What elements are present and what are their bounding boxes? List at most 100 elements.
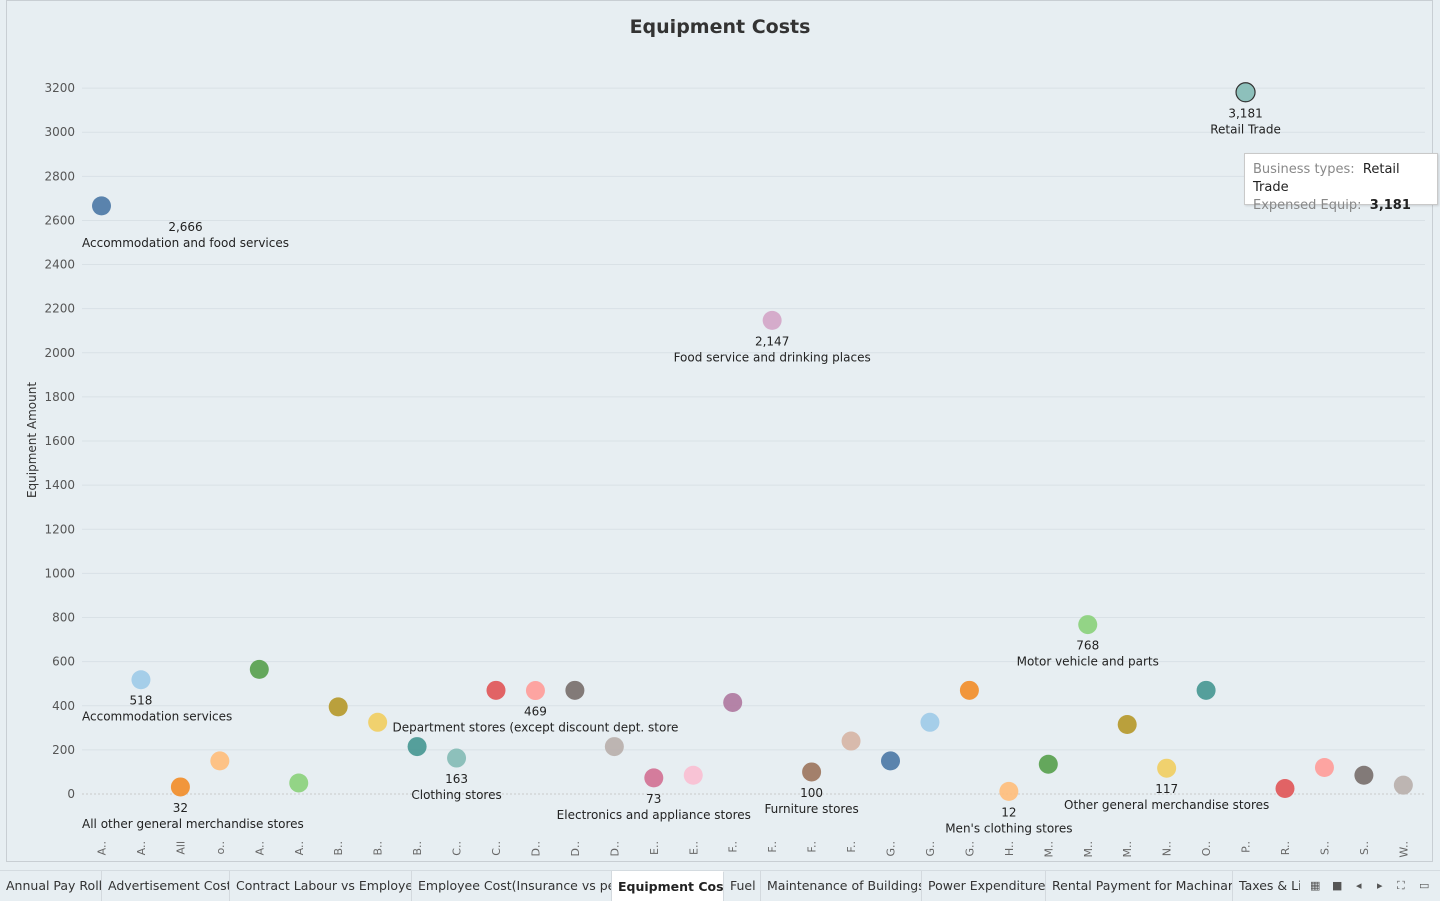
tab-employee-cost[interactable]: Employee Cost(Insurance vs pe... <box>412 871 612 901</box>
data-point[interactable] <box>1038 754 1058 774</box>
data-value-label: 3,181 <box>1228 106 1262 120</box>
x-tick-label: A.. <box>135 841 148 855</box>
x-tick-label: P.. <box>1240 841 1253 853</box>
prev-sheet-icon[interactable]: ◂ <box>1356 879 1362 892</box>
data-point[interactable] <box>486 680 506 700</box>
y-tick-label: 1800 <box>44 390 75 404</box>
x-tick-label: C.. <box>490 841 503 856</box>
tab-contract-labour[interactable]: Contract Labour vs Employee <box>230 871 412 901</box>
tab-rental-payment[interactable]: Rental Payment for Machinary <box>1046 871 1233 901</box>
x-tick-label: W.. <box>1397 841 1410 858</box>
y-tick-label: 3200 <box>44 81 75 95</box>
data-point[interactable] <box>1078 615 1098 635</box>
data-point[interactable] <box>525 681 545 701</box>
x-tick-label: G.. <box>885 841 898 857</box>
next-sheet-icon[interactable]: ▸ <box>1377 879 1383 892</box>
tab-maintenance[interactable]: Maintenance of Buildings <box>761 871 922 901</box>
x-tick-label: B.. <box>372 841 385 856</box>
scatter-chart: Equipment Costs Equipment Amount 0 200 400… <box>25 16 1425 858</box>
x-tick-label: G.. <box>963 841 976 857</box>
data-name-label: Accommodation services <box>82 710 232 724</box>
tab-annual-pay-roll[interactable]: Annual Pay Roll <box>0 871 102 901</box>
data-labels: 2,666 Accommodation and food services 518 A… <box>82 106 1281 835</box>
x-tick-label: E.. <box>687 841 700 855</box>
fullscreen-icon[interactable]: ⛶ <box>1397 879 1405 892</box>
data-value-label: 73 <box>646 792 661 806</box>
data-name-label: Department stores (except discount dept.… <box>393 721 679 735</box>
data-point[interactable] <box>1117 715 1137 735</box>
data-name-label: Motor vehicle and parts <box>1017 655 1159 669</box>
data-point[interactable] <box>407 737 427 757</box>
data-point[interactable] <box>1196 680 1216 700</box>
data-value-label: 469 <box>524 705 547 719</box>
data-value-label: 117 <box>1155 782 1178 796</box>
x-tick-label: D.. <box>608 841 621 856</box>
y-tick-label: 1400 <box>44 478 75 492</box>
grid-view-icon[interactable]: ▦ <box>1310 879 1321 892</box>
data-point[interactable] <box>1393 775 1413 795</box>
tab-fuel[interactable]: Fuel <box>724 871 761 901</box>
data-name-label: Other general merchandise stores <box>1064 798 1269 812</box>
data-point[interactable] <box>920 712 940 732</box>
data-point[interactable] <box>999 781 1019 801</box>
y-tick-label: 2800 <box>44 169 75 183</box>
tooltip-key-equip: Expensed Equip: <box>1253 198 1362 213</box>
data-point[interactable] <box>762 310 782 330</box>
data-point[interactable] <box>723 692 743 712</box>
data-point[interactable] <box>1275 778 1295 798</box>
data-name-label: Electronics and appliance stores <box>557 808 751 822</box>
data-name-label: Clothing stores <box>411 788 501 802</box>
data-point[interactable] <box>289 773 309 793</box>
x-tick-label: B.. <box>332 841 345 856</box>
data-point[interactable] <box>368 712 388 732</box>
data-point[interactable] <box>604 737 624 757</box>
gridlines <box>82 87 1425 795</box>
data-name-label: Furniture stores <box>764 802 858 816</box>
single-view-icon[interactable]: ■ <box>1332 879 1343 892</box>
data-point[interactable] <box>1314 758 1334 778</box>
data-value-label: 100 <box>800 786 823 800</box>
y-tick-label: 600 <box>52 655 75 669</box>
data-point[interactable] <box>959 680 979 700</box>
data-point[interactable] <box>210 751 230 771</box>
data-points[interactable] <box>92 82 1413 801</box>
y-axis-ticks: 0 200 400 600 800 1000 1200 1400 1600 1800 2000 220… <box>44 81 75 801</box>
data-point[interactable] <box>170 777 190 797</box>
dashboard-frame <box>6 0 1433 862</box>
data-point[interactable] <box>881 751 900 771</box>
tab-advertisement-cost[interactable]: Advertisement Cost <box>102 871 230 901</box>
x-axis-ticks: A.. A.. All o.. A.. A.. B.. B.. B.. C.. C.. D.. D.. D… <box>96 841 1411 858</box>
data-point[interactable] <box>131 670 151 690</box>
data-point[interactable] <box>683 765 703 785</box>
data-point[interactable] <box>1354 765 1374 785</box>
data-value-label: 163 <box>445 772 468 786</box>
data-name-label: Food service and drinking places <box>674 350 871 364</box>
y-axis-label: Equipment Amount <box>25 382 39 498</box>
x-tick-label: C.. <box>451 841 464 856</box>
data-point[interactable] <box>565 680 585 700</box>
tab-power-expenditure[interactable]: Power Expenditure <box>922 871 1046 901</box>
data-value-label: 12 <box>1001 805 1016 819</box>
data-point[interactable] <box>802 762 822 782</box>
y-tick-label: 2600 <box>44 213 75 227</box>
data-point[interactable] <box>249 659 269 679</box>
y-tick-label: 1600 <box>44 434 75 448</box>
chart-title: Equipment Costs <box>630 16 811 38</box>
x-tick-label: M.. <box>1082 841 1095 857</box>
data-point[interactable] <box>92 196 111 216</box>
data-point[interactable] <box>841 731 861 751</box>
data-point[interactable] <box>447 748 467 768</box>
data-value-label: 2,147 <box>755 334 789 348</box>
x-tick-label: S.. <box>1318 841 1331 855</box>
data-value-label: 2,666 <box>168 220 202 234</box>
data-point[interactable] <box>1157 758 1177 778</box>
data-point[interactable] <box>644 768 664 788</box>
y-tick-label: 0 <box>67 787 75 801</box>
data-point[interactable] <box>1235 82 1256 103</box>
data-point[interactable] <box>328 697 348 717</box>
present-icon[interactable]: ▭ <box>1419 879 1430 892</box>
x-tick-label: D.. <box>529 841 542 856</box>
tab-equipment-costs[interactable]: Equipment Costs <box>612 871 724 901</box>
x-tick-label: F.. <box>845 841 858 853</box>
tab-taxes[interactable]: Taxes & Li <box>1239 878 1300 893</box>
